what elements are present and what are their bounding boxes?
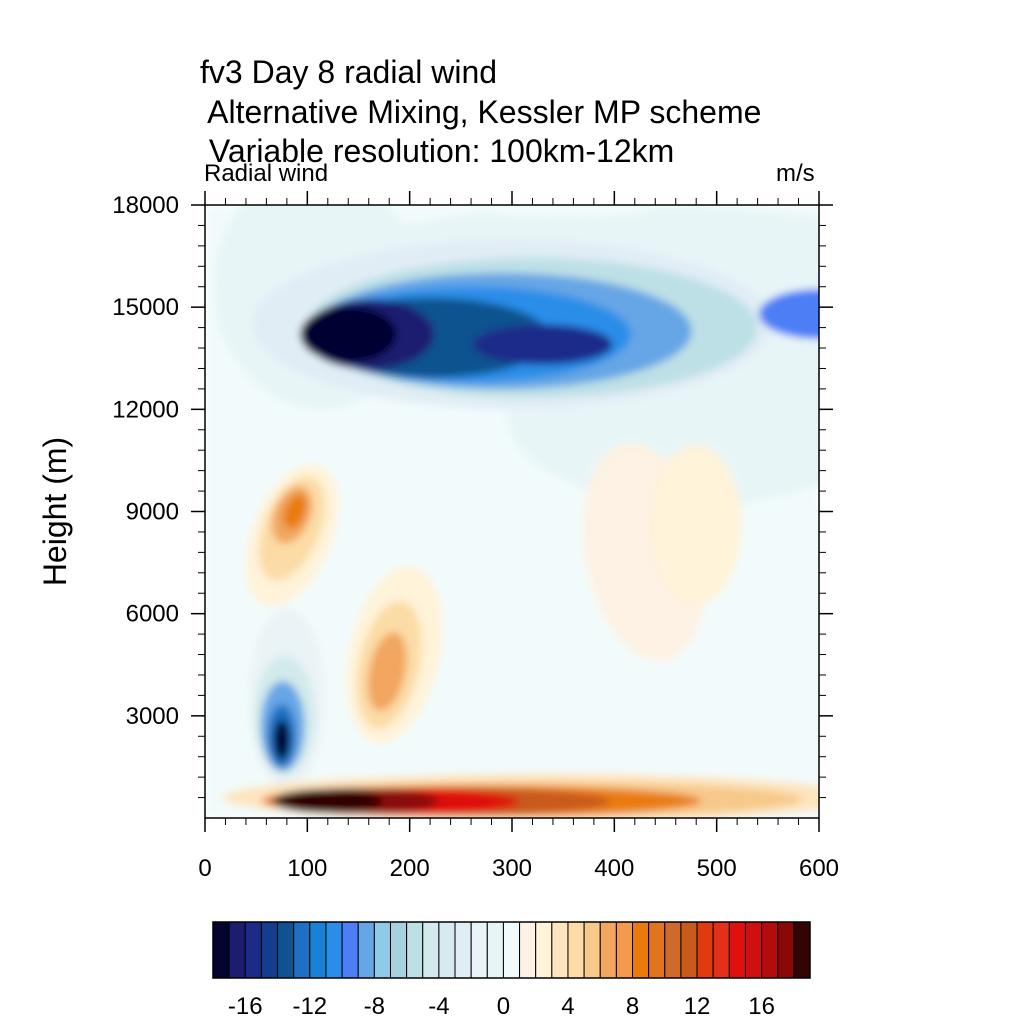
- upper-inflow-7: [300, 306, 397, 363]
- top-outflow-0: [468, 205, 659, 217]
- colorbar-swatch: [519, 921, 537, 979]
- colorbar-swatch: [422, 921, 440, 979]
- colorbar-swatch: [277, 921, 295, 979]
- colorbar-swatch: [389, 921, 408, 979]
- x-tick-label: 200: [390, 855, 430, 882]
- y-tick-label: 18000: [112, 192, 179, 219]
- colorbar-swatch: [486, 921, 504, 979]
- lower-mid-outflow-2: [367, 632, 407, 711]
- colorbar-swatch: [583, 921, 601, 979]
- x-tick-label: 600: [799, 855, 839, 882]
- y-tick-label: 9000: [126, 499, 179, 526]
- colorbar-label: 16: [748, 993, 775, 1020]
- contour-field: [205, 195, 1024, 818]
- colorbar-label: -4: [428, 993, 449, 1020]
- colorbar-swatch: [680, 921, 698, 979]
- colorbar-swatch: [470, 921, 488, 979]
- colorbar-frame: [212, 921, 811, 979]
- upper-inflow-6: [472, 324, 613, 365]
- x-tick-label: 300: [492, 855, 532, 882]
- colorbar-swatch: [535, 921, 553, 979]
- colorbar-swatch: [373, 921, 391, 979]
- colorbar-swatch: [793, 921, 811, 979]
- colorbar-label: 4: [561, 993, 574, 1020]
- colorbar-swatch: [728, 921, 746, 979]
- colorbar-label: -16: [228, 993, 263, 1020]
- chart-title-line2: Alternative Mixing, Kessler MP scheme: [200, 94, 762, 130]
- contour-layer: [205, 195, 1024, 818]
- colorbar-swatch: [454, 921, 472, 979]
- colorbar-swatch: [777, 921, 795, 979]
- lower-outflow-broad-2: [442, 533, 623, 694]
- colorbar-label: 12: [684, 993, 711, 1020]
- y-tick-label: 3000: [126, 703, 179, 730]
- chart-title-line1: fv3 Day 8 radial wind: [200, 54, 498, 90]
- upper-inflow-edge-1: [994, 281, 1024, 341]
- colorbar-swatch: [664, 921, 682, 979]
- colorbar: -16 -12 -8 -4 0 4 8 12 16: [212, 921, 811, 1020]
- colorbar-swatch: [325, 921, 343, 979]
- colorbar-label: 8: [626, 993, 639, 1020]
- colorbar-swatch: [551, 921, 569, 979]
- plot-axes: 0 100 200 300 400 500 600 3000 6000 9000 12000 1500…: [37, 191, 839, 882]
- colorbar-swatch: [632, 921, 650, 979]
- colorbar-swatch: [341, 921, 359, 979]
- colorbar-swatch: [648, 921, 666, 979]
- y-axis-label: Height (m): [37, 437, 73, 586]
- colorbar-swatch: [406, 921, 424, 979]
- colorbar-label: 0: [497, 993, 510, 1020]
- top-outflow-1: [861, 195, 961, 215]
- mid-outflow-c-0: [651, 445, 742, 606]
- colorbar-swatch: [696, 921, 714, 979]
- y-tick-label: 15000: [112, 294, 179, 321]
- upper-inflow-edge-0: [759, 288, 819, 339]
- x-tick-label: 0: [198, 855, 211, 882]
- colorbar-label: -8: [364, 993, 385, 1020]
- chart-title-line3: Variable resolution: 100km-12km: [200, 133, 675, 169]
- colorbar-swatch: [615, 921, 634, 979]
- colorbar-swatch: [438, 921, 456, 979]
- left-string: Radial wind: [204, 160, 329, 187]
- surface-jet-6: [272, 788, 383, 813]
- colorbar-swatch: [744, 921, 763, 979]
- mid-outflow-3: [283, 494, 307, 529]
- colorbar-swatch: [357, 921, 375, 979]
- colorbar-label: -12: [292, 993, 327, 1020]
- x-tick-label: 500: [697, 855, 737, 882]
- colorbar-swatch: [244, 921, 262, 979]
- mid-inflow-4: [273, 719, 290, 760]
- colorbar-swatch: [599, 921, 617, 979]
- y-tick-label: 12000: [112, 396, 179, 423]
- colorbar-swatch: [260, 921, 279, 979]
- colorbar-swatch: [502, 921, 521, 979]
- colorbar-swatch: [228, 921, 246, 979]
- colorbar-swatch: [712, 921, 730, 979]
- colorbar-swatch: [567, 921, 585, 979]
- x-tick-label: 100: [287, 855, 327, 882]
- units-label: m/s: [776, 160, 815, 187]
- colorbar-swatch: [212, 921, 230, 979]
- colorbar-swatch: [309, 921, 327, 979]
- colorbar-swatch: [761, 921, 779, 979]
- y-tick-label: 6000: [126, 601, 179, 628]
- x-tick-label: 400: [594, 855, 634, 882]
- colorbar-swatch: [293, 921, 311, 979]
